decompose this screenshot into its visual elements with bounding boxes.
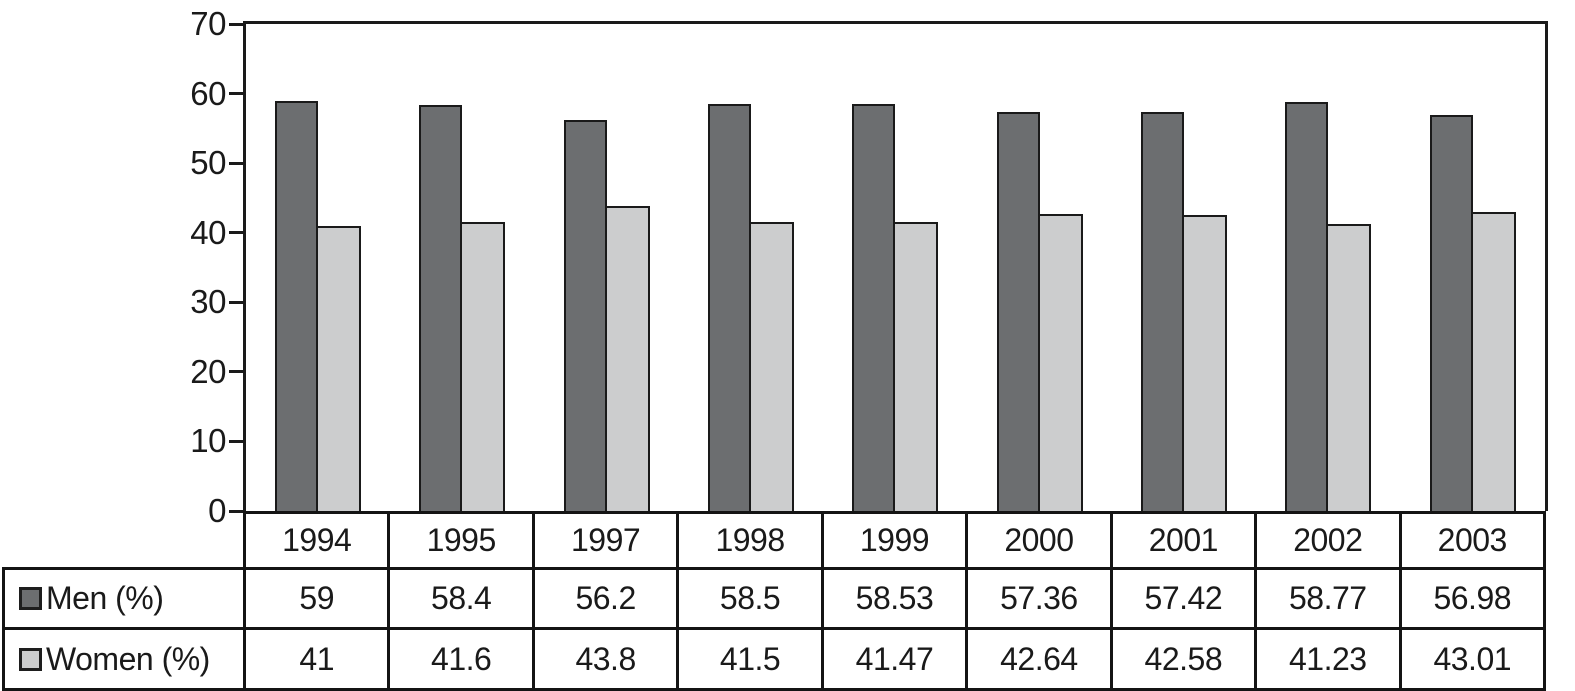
y-axis-tick xyxy=(229,161,243,165)
y-axis-tick xyxy=(229,231,243,235)
y-axis-tick xyxy=(229,439,243,443)
women-legend-swatch-icon xyxy=(19,647,42,671)
bar-men-1998 xyxy=(708,104,752,511)
legend-entry: Women (%) xyxy=(7,640,242,678)
men-value-cell: 57.42 xyxy=(1109,567,1258,630)
table-year-row: 1994 1995 1997 1998 1999 2000 2001 2002 2003 xyxy=(3,511,1546,570)
bar-group-1998 xyxy=(679,24,823,511)
bar-women-2000 xyxy=(1039,214,1083,511)
bar-women-1998 xyxy=(751,222,795,511)
legend-label: Women (%) xyxy=(46,640,210,677)
men-value-cell: 58.4 xyxy=(387,567,535,630)
year-header-cell: 2002 xyxy=(1254,511,1402,570)
bar-men-2003 xyxy=(1429,115,1473,511)
men-value-cell: 58.77 xyxy=(1254,567,1402,630)
legend-cell-men: Men (%) xyxy=(2,567,246,630)
women-value-cell: 41.23 xyxy=(1254,627,1402,691)
bar-women-1997 xyxy=(606,206,650,511)
women-value-cell: 42.64 xyxy=(965,627,1113,691)
table-series-row-men: Men (%) 59 58.4 56.2 58.5 58.53 57.36 57.42 58.7… xyxy=(2,567,1546,630)
men-value-cell: 58.53 xyxy=(820,567,969,630)
bar-women-1994 xyxy=(318,226,362,511)
bar-men-1994 xyxy=(275,101,319,511)
men-legend-swatch-icon xyxy=(19,587,42,610)
legend-label: Men (%) xyxy=(46,580,164,616)
men-value-cell: 59 xyxy=(242,567,391,630)
women-value-cell: 43.01 xyxy=(1398,627,1546,691)
year-header-cell: 2000 xyxy=(965,511,1113,570)
bar-group-2000 xyxy=(968,24,1112,511)
year-header-cell: 2003 xyxy=(1398,511,1546,570)
year-header-cell: 2001 xyxy=(1109,511,1258,570)
y-axis-tick xyxy=(229,300,243,304)
bar-men-2000 xyxy=(996,112,1040,511)
women-value-cell: 42.58 xyxy=(1109,627,1258,691)
plot-area xyxy=(243,21,1548,511)
year-header-cell: 1995 xyxy=(387,511,535,570)
y-axis-tick xyxy=(229,370,243,374)
bar-group-2002 xyxy=(1256,24,1400,511)
women-value-cell: 41 xyxy=(242,627,391,691)
women-value-cell: 43.8 xyxy=(531,627,680,691)
bar-men-2002 xyxy=(1285,102,1329,511)
legend-cell-women: Women (%) xyxy=(2,627,246,691)
men-value-cell: 56.98 xyxy=(1398,567,1546,630)
y-axis-tick-label: 60 xyxy=(190,74,226,112)
y-axis-tick-label: 70 xyxy=(190,5,226,42)
bar-men-1997 xyxy=(563,120,607,511)
bar-group-2001 xyxy=(1112,24,1256,511)
y-axis-tick xyxy=(229,92,243,96)
bars-layer xyxy=(246,24,1545,511)
y-axis-tick xyxy=(229,22,243,26)
y-axis-tick-label: 50 xyxy=(190,144,226,182)
bar-men-1995 xyxy=(419,105,463,511)
legend-entry: Men (%) xyxy=(7,580,242,617)
bar-group-1995 xyxy=(390,24,534,511)
table-corner-blank xyxy=(3,512,246,570)
y-axis-tick-label: 10 xyxy=(190,422,226,460)
bar-group-1999 xyxy=(823,24,967,511)
data-table: 1994 1995 1997 1998 1999 2000 2001 2002 2003 Men … xyxy=(2,511,1546,691)
y-axis-tick-label: 20 xyxy=(190,352,226,390)
y-axis-tick-label: 30 xyxy=(190,283,226,321)
bar-men-2001 xyxy=(1141,112,1185,511)
bar-women-2003 xyxy=(1472,212,1516,511)
bar-women-1995 xyxy=(462,222,506,511)
y-axis-tick-label: 40 xyxy=(190,213,226,251)
men-value-cell: 58.5 xyxy=(676,567,824,630)
year-header-cell: 1994 xyxy=(242,511,391,570)
men-value-cell: 57.36 xyxy=(965,567,1113,630)
bar-women-1999 xyxy=(895,222,939,511)
year-header-cell: 1998 xyxy=(676,511,824,570)
y-axis-tick xyxy=(229,509,243,513)
women-value-cell: 41.5 xyxy=(676,627,824,691)
bar-group-1997 xyxy=(535,24,679,511)
bar-group-2003 xyxy=(1401,24,1545,511)
bar-women-2001 xyxy=(1184,215,1228,511)
women-value-cell: 41.47 xyxy=(820,627,969,691)
bar-men-1999 xyxy=(852,104,896,511)
year-header-cell: 1997 xyxy=(531,511,680,570)
women-value-cell: 41.6 xyxy=(387,627,535,691)
table-series-row-women: Women (%) 41 41.6 43.8 41.5 41.47 42.64 42.58 41… xyxy=(2,627,1546,691)
bar-group-1994 xyxy=(246,24,390,511)
men-value-cell: 56.2 xyxy=(531,567,680,630)
year-header-cell: 1999 xyxy=(820,511,969,570)
bar-women-2002 xyxy=(1328,224,1372,511)
